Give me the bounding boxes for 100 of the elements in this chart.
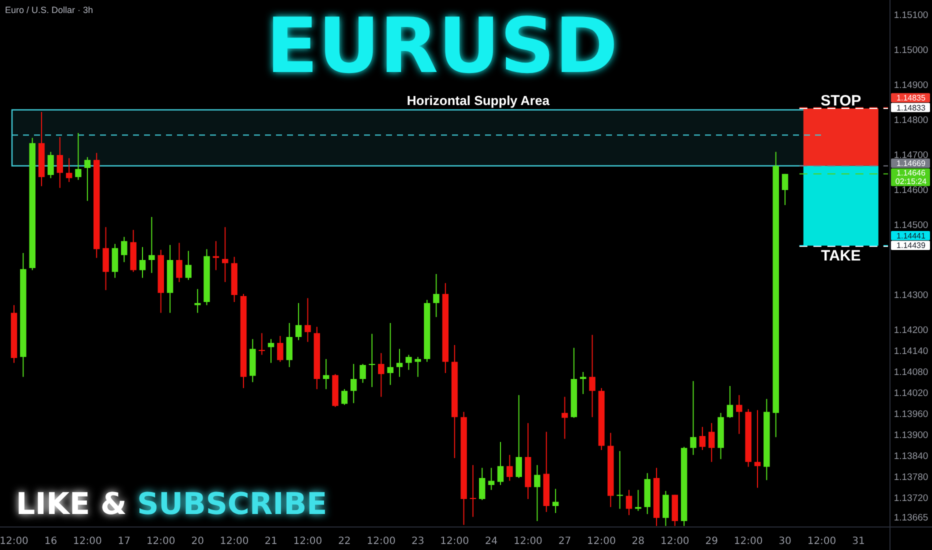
y-tick-label: 1.14200 (894, 325, 928, 336)
y-tick-label: 1.14500 (894, 220, 928, 232)
candlestick (626, 489, 632, 516)
ref-line-label: 1.14669 (896, 158, 926, 168)
x-tick-label: 29 (705, 536, 718, 547)
candlestick (295, 302, 302, 341)
candlestick (562, 396, 568, 440)
candlestick (488, 467, 494, 490)
candlestick (341, 388, 348, 406)
candlestick (194, 288, 201, 314)
candlestick (368, 333, 376, 388)
candlestick (433, 274, 440, 318)
ref-line-label: 1.14441 (896, 231, 926, 240)
x-tick-label: 27 (558, 536, 572, 547)
y-tick-label: 1.15100 (894, 10, 928, 22)
candlestick (479, 467, 486, 501)
candlestick (222, 226, 228, 283)
candlestick (414, 356, 421, 378)
candlestick (470, 464, 476, 518)
y-tick-label: 1.15000 (894, 45, 928, 56)
candlestick (506, 454, 513, 482)
x-tick-label: 12:00 (660, 536, 690, 547)
candlestick (589, 334, 596, 418)
x-tick-label: 31 (852, 536, 865, 547)
y-tick-label: 1.14800 (894, 115, 928, 126)
y-tick-label: 1.14140 (894, 346, 928, 358)
candlestick (736, 394, 742, 434)
y-tick-label: 1.13665 (894, 512, 928, 524)
candlestick (212, 240, 220, 271)
annotation: LIKE & SUBSCRIBE (16, 487, 328, 522)
y-tick-label: 1.14600 (894, 185, 928, 196)
candlestick (690, 380, 696, 456)
candlestick (616, 450, 623, 510)
y-tick-label: 1.13840 (894, 451, 928, 462)
candlestick (48, 151, 54, 179)
band-label: STOP (820, 92, 862, 110)
chart-title: EURUSD (266, 1, 618, 90)
candlestick (277, 335, 284, 362)
band-label: Horizontal Supply Area (406, 92, 550, 108)
x-tick-label: 12:00 (73, 536, 102, 547)
candlestick (258, 332, 265, 356)
text: Euro / U.S. Dollar · 3h (5, 5, 94, 15)
y-tick-label: 1.14900 (894, 80, 928, 92)
candlestick (286, 322, 292, 368)
x-tick-label: 23 (412, 536, 424, 547)
candlestick (699, 426, 706, 451)
candlestick (268, 338, 274, 364)
x-tick-label: 16 (44, 536, 58, 547)
candlestick (56, 136, 64, 188)
ref-line-label: 1.14646 02:15:24 (895, 168, 928, 186)
x-tick-label: 12:00 (807, 536, 836, 547)
x-tick-label: 12:00 (514, 536, 542, 547)
candlestick (516, 394, 522, 479)
y-tick-label: 1.13900 (894, 430, 928, 442)
candlestick (726, 385, 734, 418)
candlestick (534, 464, 540, 522)
candlestick (112, 243, 118, 278)
candlestick (580, 371, 586, 395)
candlestick (304, 298, 311, 342)
x-tick-label: 30 (778, 536, 792, 547)
ref-line-label: 1.14833 (896, 103, 926, 112)
candlestick (754, 410, 761, 488)
candlestick (708, 422, 715, 462)
candlestick (406, 354, 412, 370)
x-tick-label: 21 (264, 536, 278, 547)
candlestick (121, 236, 128, 263)
x-tick-label: 12:00 (293, 536, 322, 547)
x-tick-label: 12:00 (734, 536, 763, 547)
candlestick (387, 322, 394, 386)
candlestick (148, 216, 155, 274)
x-tick-label: 12:00 (0, 536, 28, 547)
candlestick (360, 363, 366, 384)
x-tick-label: 22 (338, 536, 351, 547)
candlestick (75, 132, 82, 180)
ref-line-label: 1.14439 (896, 241, 926, 250)
candlestick (102, 226, 109, 291)
x-tick-label: 12:00 (366, 536, 396, 547)
y-tick-label: 1.14080 (894, 367, 928, 378)
candlestick (84, 156, 91, 202)
candlestick (782, 173, 788, 206)
candlestick (662, 490, 669, 526)
x-tick-label: 17 (118, 536, 131, 547)
y-tick-label: 1.13960 (894, 409, 928, 420)
candlestick (378, 352, 384, 398)
candlestick (396, 348, 403, 378)
x-tick-label: 24 (484, 536, 498, 547)
y-tick-label: 1.14300 (894, 290, 928, 302)
candlestick (66, 158, 72, 182)
y-tick-label: 1.14020 (894, 388, 928, 400)
candlestick (322, 358, 330, 390)
x-tick-label: 12:00 (440, 536, 470, 547)
candlestick (176, 242, 182, 283)
candlestick (635, 489, 642, 512)
x-tick-label: 12:00 (146, 536, 176, 547)
candlestick (552, 488, 559, 514)
y-tick-label: 1.14700 (894, 150, 928, 162)
ref-line-label: 1.14835 (896, 93, 926, 102)
y-tick-label: 1.13780 (894, 472, 928, 484)
x-tick-label: 20 (191, 536, 204, 547)
candlestick (139, 246, 146, 278)
